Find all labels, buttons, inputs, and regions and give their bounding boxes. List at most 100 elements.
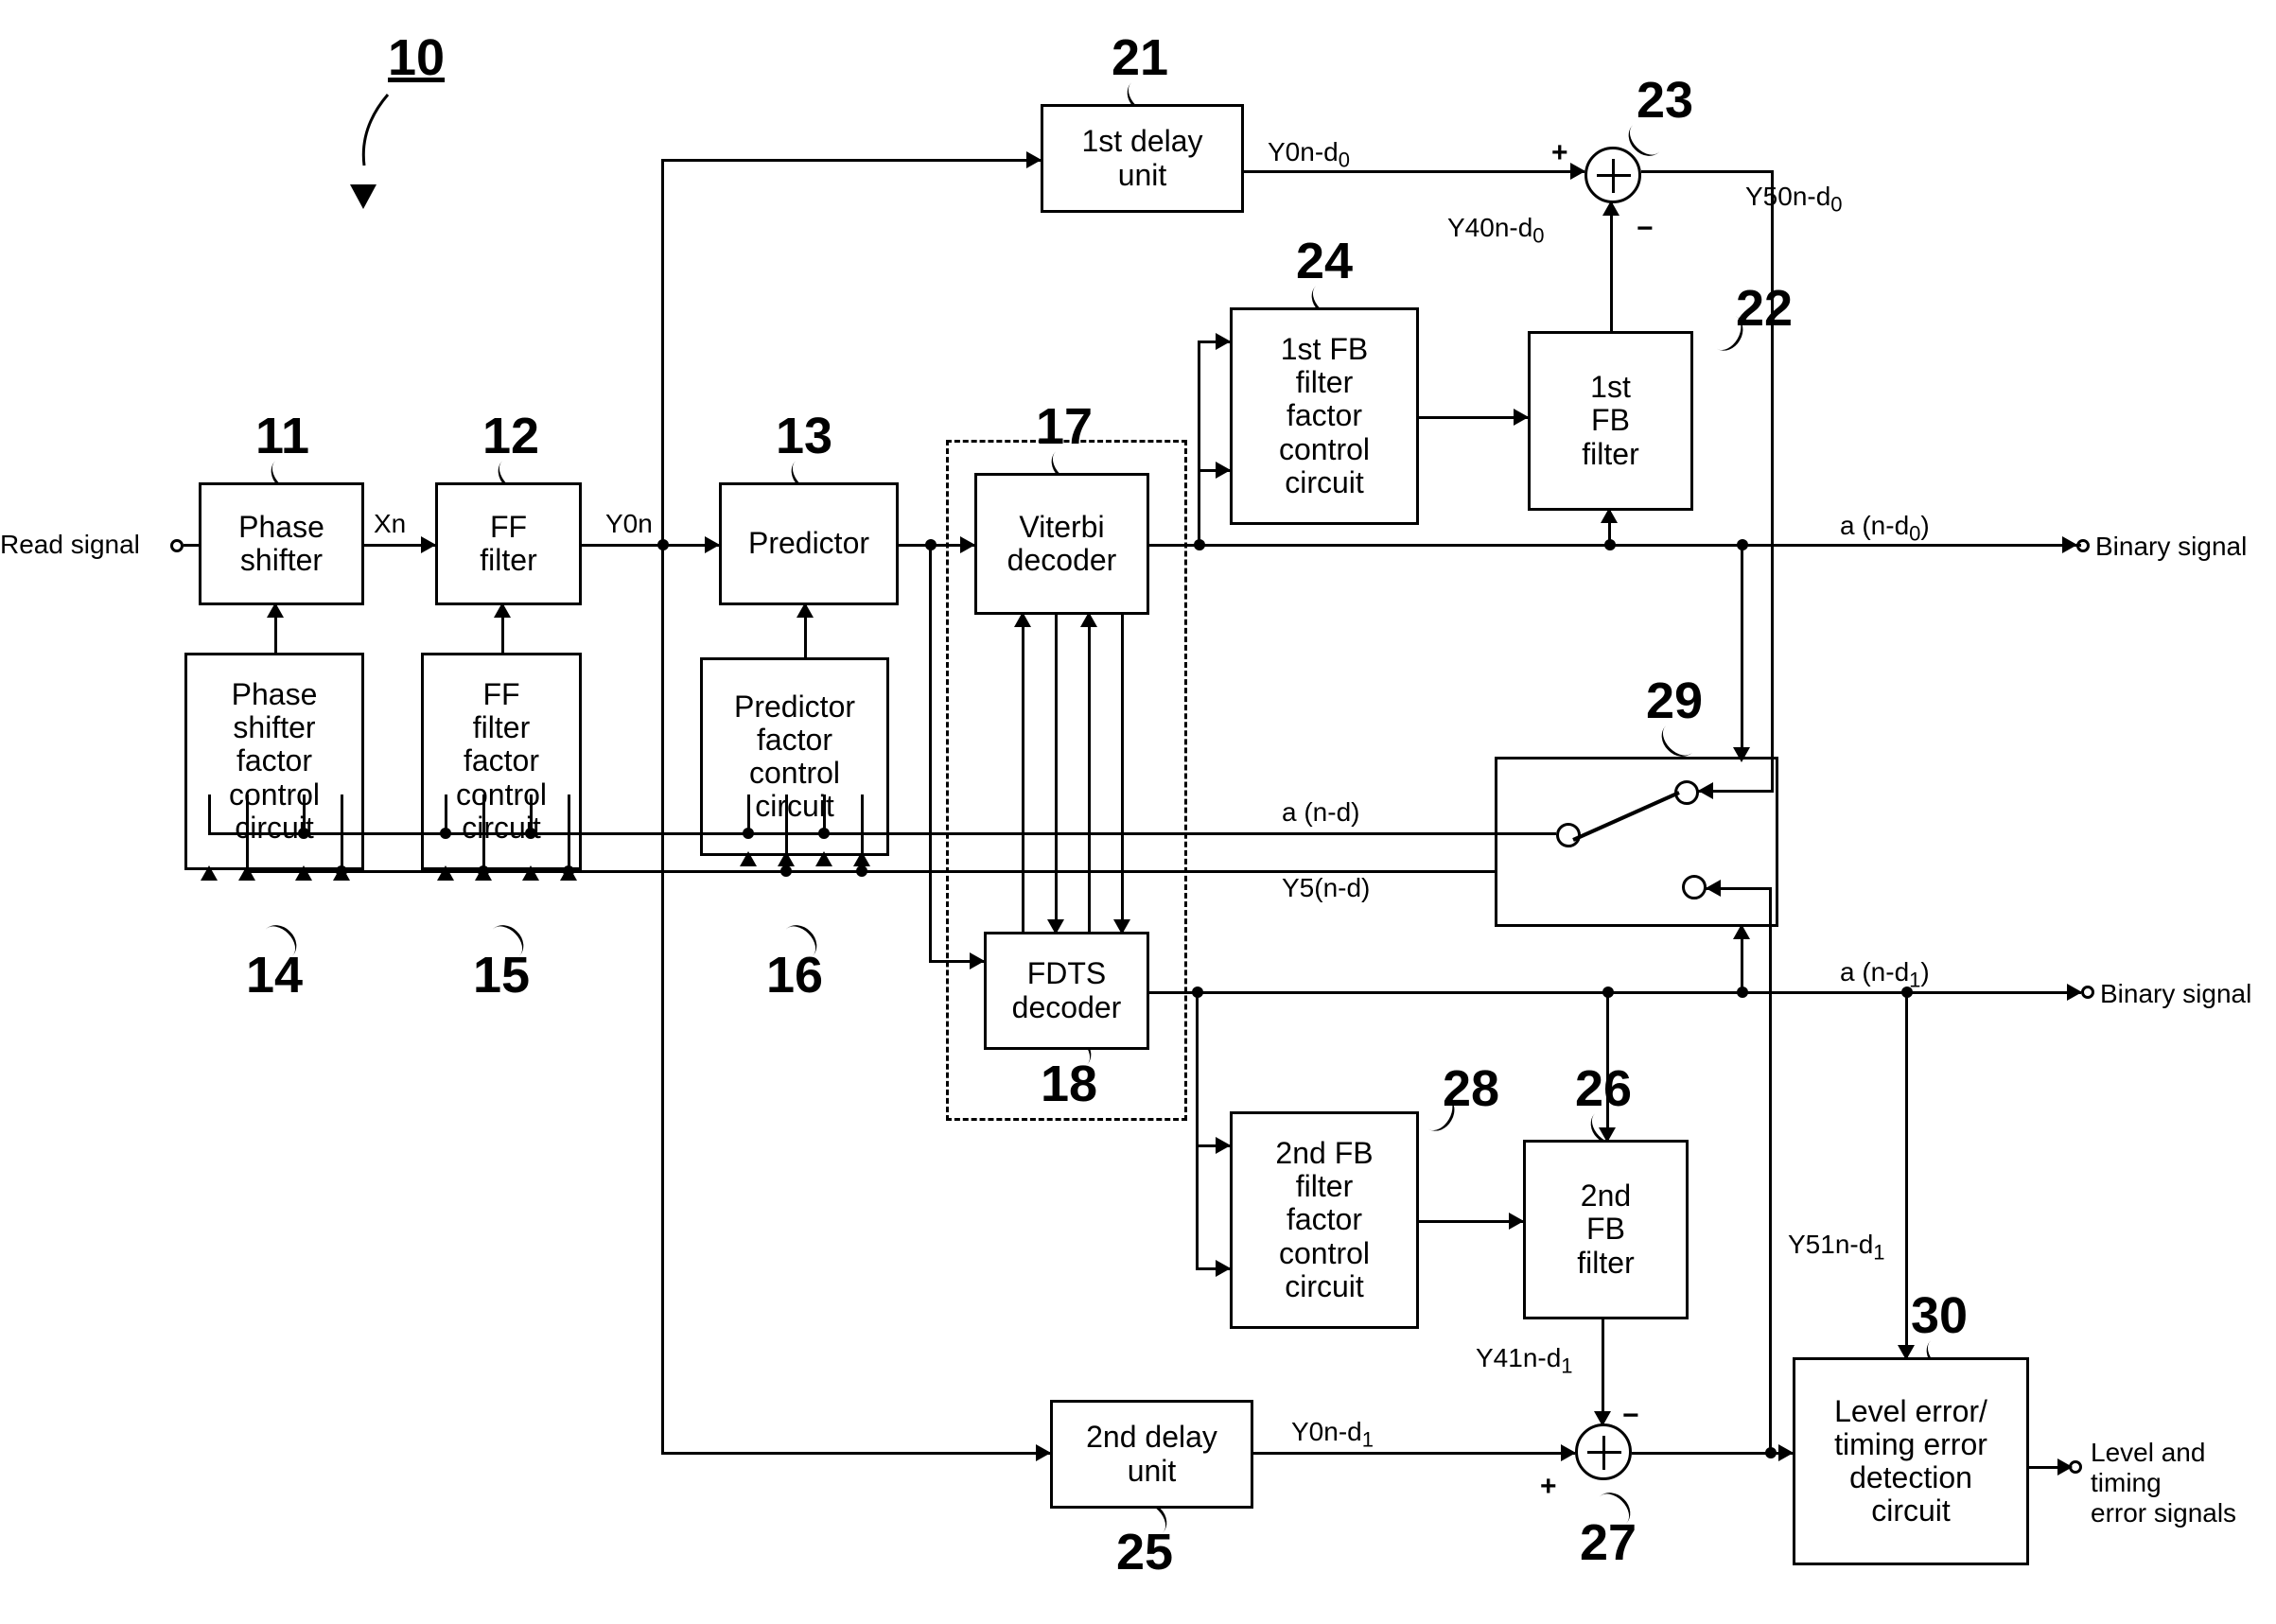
signal-y50nd0: Y50n-d0 bbox=[1745, 182, 1843, 218]
arrowhead bbox=[1570, 163, 1585, 180]
block-ff-filter: FF filter bbox=[435, 482, 582, 605]
wire-bus-a bbox=[208, 832, 1556, 835]
arrowhead bbox=[1602, 201, 1619, 216]
wire bbox=[1905, 991, 1908, 1357]
arrowhead bbox=[1778, 1444, 1794, 1461]
wire bbox=[1198, 440, 1200, 549]
block-1st-fb-filter: 1st FB filter bbox=[1528, 331, 1693, 511]
arrowhead bbox=[1594, 1411, 1611, 1426]
arrowhead bbox=[815, 851, 832, 866]
wire bbox=[661, 159, 664, 547]
label-read-signal: Read signal bbox=[0, 530, 140, 560]
arrowhead bbox=[1898, 1345, 1915, 1360]
arrowhead bbox=[2067, 984, 2082, 1001]
arrowhead bbox=[295, 865, 312, 881]
wire bbox=[1606, 991, 1609, 1140]
signal-y41nd1: Y41n-d1 bbox=[1476, 1343, 1573, 1379]
block-diagram: 10 11 12 13 17 21 23 22 24 18 28 26 25 2… bbox=[0, 0, 2276, 1624]
block-2nd-delay: 2nd delay unit bbox=[1050, 1400, 1253, 1509]
wire bbox=[1196, 1147, 1199, 1270]
label-error: Level and timing error signals bbox=[2091, 1438, 2276, 1528]
arrowhead bbox=[740, 851, 757, 866]
arrowhead bbox=[421, 536, 436, 553]
wire bbox=[661, 159, 1041, 162]
arrowhead bbox=[705, 536, 720, 553]
summer-23-plus: + bbox=[1551, 137, 1568, 169]
block-2nd-fb-filter: 2nd FB filter bbox=[1523, 1140, 1689, 1319]
arrowhead bbox=[1216, 462, 1231, 479]
arrowhead bbox=[1698, 782, 1713, 799]
arrowhead bbox=[1026, 151, 1042, 168]
arrowhead bbox=[1509, 1213, 1524, 1230]
summer-27-minus: − bbox=[1622, 1400, 1639, 1432]
arrowhead bbox=[437, 865, 454, 881]
block-predictor: Predictor bbox=[719, 482, 899, 605]
signal-y0n: Y0n bbox=[605, 509, 653, 539]
wire bbox=[341, 795, 343, 873]
wire bbox=[1610, 203, 1613, 331]
arrowhead bbox=[1080, 612, 1097, 627]
wire bbox=[1121, 615, 1124, 932]
arrowhead bbox=[797, 602, 814, 618]
arrowhead bbox=[970, 952, 985, 969]
summer-27 bbox=[1575, 1423, 1632, 1480]
arrowhead bbox=[522, 865, 539, 881]
wire bbox=[661, 1452, 1050, 1455]
arrowhead bbox=[267, 602, 284, 618]
arrowhead bbox=[853, 851, 870, 866]
arrowhead bbox=[1014, 612, 1031, 627]
arrowhead bbox=[2057, 1458, 2073, 1476]
arrowhead bbox=[238, 865, 255, 881]
wire bbox=[246, 795, 249, 873]
figure-id-pointer bbox=[341, 90, 416, 194]
arrowhead bbox=[1561, 1444, 1576, 1461]
wire bbox=[1771, 170, 1774, 790]
arrowhead bbox=[960, 536, 975, 553]
summer-23-minus: − bbox=[1637, 213, 1654, 245]
arrowhead bbox=[1514, 409, 1529, 426]
signal-y0nd1: Y0n-d1 bbox=[1291, 1417, 1374, 1453]
block-phase-shifter: Phase shifter bbox=[199, 482, 364, 605]
signal-y40nd0: Y40n-d0 bbox=[1447, 213, 1545, 249]
summer-23 bbox=[1584, 147, 1641, 203]
block-error-detect: Level error/ timing error detection circ… bbox=[1793, 1357, 2029, 1565]
wire bbox=[582, 544, 719, 547]
block-phase-shifter-ctrl: Phase shifter factor control circuit bbox=[184, 653, 364, 870]
signal-y51nd1: Y51n-d1 bbox=[1788, 1230, 1885, 1266]
arrowhead bbox=[1216, 1260, 1231, 1277]
wire bbox=[1055, 615, 1058, 932]
signal-and: a (n-d) bbox=[1282, 797, 1359, 828]
wire bbox=[1419, 1220, 1523, 1223]
switch-29-arm bbox=[1556, 776, 1707, 861]
id-22: 22 bbox=[1736, 279, 1793, 338]
switch-29-term-bottom bbox=[1682, 875, 1707, 899]
wire bbox=[184, 544, 199, 547]
wire bbox=[1022, 615, 1024, 932]
wire bbox=[482, 795, 485, 873]
block-1st-fb-ctrl: 1st FB filter factor control circuit bbox=[1230, 307, 1419, 525]
signal-and0: a (n-d0) bbox=[1840, 511, 1930, 547]
arrowhead bbox=[778, 851, 795, 866]
wire bbox=[1602, 1319, 1604, 1423]
arrowhead bbox=[1216, 1137, 1231, 1154]
arrowhead bbox=[1733, 924, 1750, 939]
arrowhead bbox=[201, 865, 218, 881]
wire bbox=[1149, 991, 2081, 994]
arrowhead bbox=[494, 602, 511, 618]
arrowhead bbox=[1599, 1127, 1616, 1143]
port-binary-bottom bbox=[2081, 986, 2094, 999]
wire bbox=[1769, 887, 1772, 1450]
block-1st-delay: 1st delay unit bbox=[1041, 104, 1244, 213]
arrowhead bbox=[1216, 333, 1231, 350]
arrowhead bbox=[1113, 919, 1130, 934]
wire bbox=[208, 795, 211, 835]
wire bbox=[1741, 544, 1743, 757]
arrowhead bbox=[1047, 919, 1064, 934]
arrowhead bbox=[2062, 536, 2077, 553]
port-read-signal bbox=[170, 539, 184, 552]
block-2nd-fb-ctrl: 2nd FB filter factor control circuit bbox=[1230, 1111, 1419, 1329]
signal-xn: Xn bbox=[374, 509, 406, 539]
wire bbox=[661, 547, 664, 1455]
label-binary-bottom: Binary signal bbox=[2100, 979, 2251, 1009]
label-binary-top: Binary signal bbox=[2095, 532, 2247, 562]
